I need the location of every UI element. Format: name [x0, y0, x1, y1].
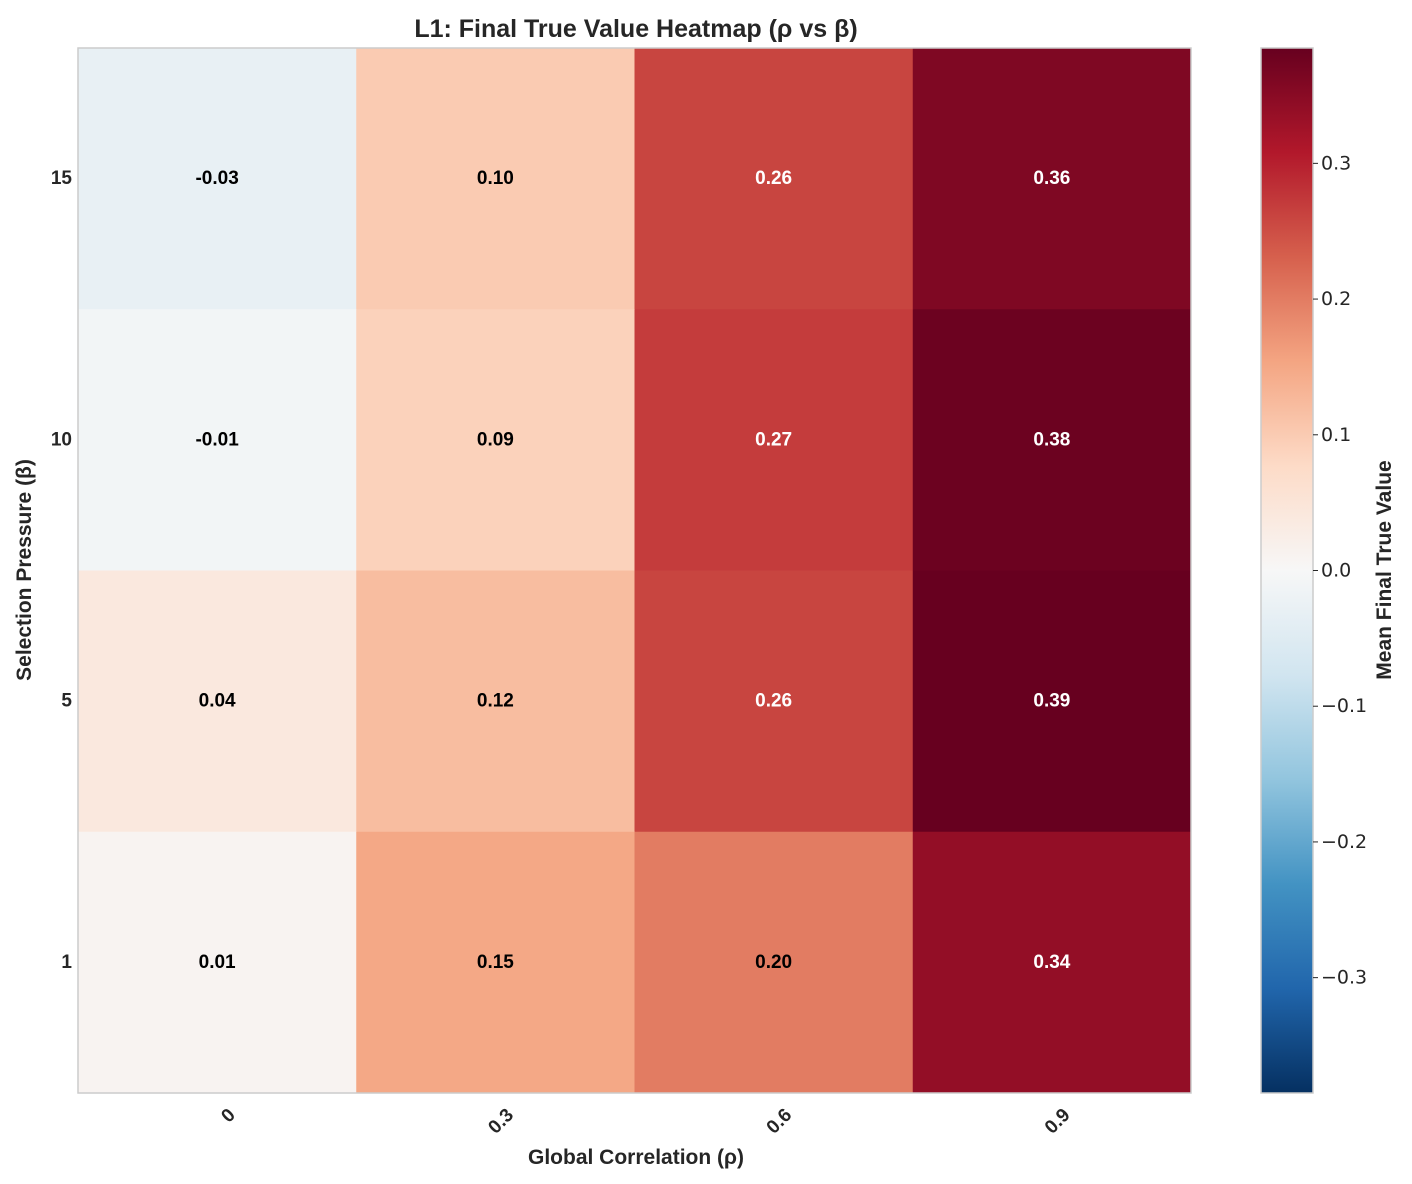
heatmap-cell-r0-c0	[78, 48, 357, 310]
cell-value-label-r0-c2: 0.26	[755, 168, 792, 189]
heatmap-cell-r3-c1	[356, 831, 635, 1094]
cell-value-label-r0-c1: 0.10	[477, 168, 514, 189]
cell-value-label-r1-c3: 0.38	[1033, 429, 1070, 450]
x-axis-ticks: 0 0.3 0.6 0.9	[217, 1105, 1074, 1139]
x-axis-label: Global Correlation (ρ)	[528, 1146, 744, 1169]
cell-value-label-r3-c3: 0.34	[1033, 952, 1070, 973]
colorbar-tick-label-0: 0.3	[1321, 152, 1351, 174]
y-tick-label-1: 10	[51, 429, 72, 450]
colorbar	[1260, 47, 1314, 1094]
colorbar-tick-label-6: −0.3	[1321, 967, 1367, 989]
heatmap-cell-r2-c3	[912, 570, 1192, 833]
colorbar-tick-label-3: 0.0	[1321, 560, 1351, 582]
heatmap-cell-r2-c0	[78, 570, 357, 833]
heatmap-cell-r2-c2	[634, 570, 914, 833]
cell-value-label-r3-c2: 0.20	[755, 952, 792, 973]
cell-value-label-r3-c0: 0.01	[199, 952, 236, 973]
heatmap-cell-r0-c3	[912, 48, 1192, 310]
y-axis-ticks: 15 10 5 1	[51, 168, 73, 973]
colorbar-tick-label-2: 0.1	[1321, 424, 1351, 446]
cell-value-label-r0-c0: -0.03	[195, 168, 238, 189]
x-tick-label-3: 0.9	[1041, 1105, 1075, 1139]
heatmap-cell-labels: -0.03 0.10 0.26 0.36 -0.01 0.09 0.27 0.38 0.04 0.…	[195, 168, 1070, 973]
x-tick-label-2: 0.6	[763, 1105, 797, 1139]
cell-value-label-r1-c1: 0.09	[477, 429, 514, 450]
x-tick-label-0: 0	[217, 1105, 239, 1127]
y-tick-label-2: 5	[61, 691, 72, 712]
heatmap-cell-r3-c2	[634, 831, 914, 1094]
heatmap-cell-r1-c1	[356, 309, 635, 571]
heatmap-cells	[78, 48, 1192, 1094]
colorbar-tick-label-5: −0.2	[1321, 831, 1367, 853]
cell-value-label-r1-c2: 0.27	[755, 429, 792, 450]
heatmap-cell-r0-c1	[356, 48, 635, 310]
heatmap-cell-r1-c3	[912, 309, 1192, 571]
plot-frame	[77, 47, 1192, 1094]
cell-value-label-r2-c3: 0.39	[1033, 691, 1070, 712]
colorbar-label: Mean Final True Value	[1373, 460, 1396, 679]
cell-value-label-r3-c1: 0.15	[477, 952, 514, 973]
cell-value-label-r0-c3: 0.36	[1033, 168, 1070, 189]
heatmap-cell-r1-c2	[634, 309, 914, 571]
cell-value-label-r2-c2: 0.26	[755, 691, 792, 712]
y-tick-label-3: 1	[61, 952, 72, 973]
y-axis-label: Selection Pressure (β)	[13, 459, 36, 681]
cell-value-label-r2-c1: 0.12	[477, 691, 514, 712]
colorbar-tick-label-1: 0.2	[1321, 288, 1351, 310]
heatmap-cell-r3-c3	[912, 831, 1192, 1094]
chart-title: L1: Final True Value Heatmap (ρ vs β)	[414, 15, 857, 43]
heatmap-cell-r3-c0	[78, 831, 357, 1094]
heatmap-cell-r2-c1	[356, 570, 635, 833]
x-tick-label-1: 0.3	[484, 1105, 518, 1139]
cell-value-label-r1-c0: -0.01	[195, 429, 239, 450]
y-tick-label-0: 15	[51, 168, 73, 189]
cell-value-label-r2-c0: 0.04	[199, 691, 236, 712]
heatmap-cell-r0-c2	[634, 48, 914, 310]
heatmap-cell-r1-c0	[78, 309, 357, 571]
colorbar-tick-label-4: −0.1	[1321, 695, 1367, 717]
colorbar-ticks: 0.3 0.2 0.1 0.0 −0.1 −0.2 −0.3	[1313, 152, 1367, 989]
